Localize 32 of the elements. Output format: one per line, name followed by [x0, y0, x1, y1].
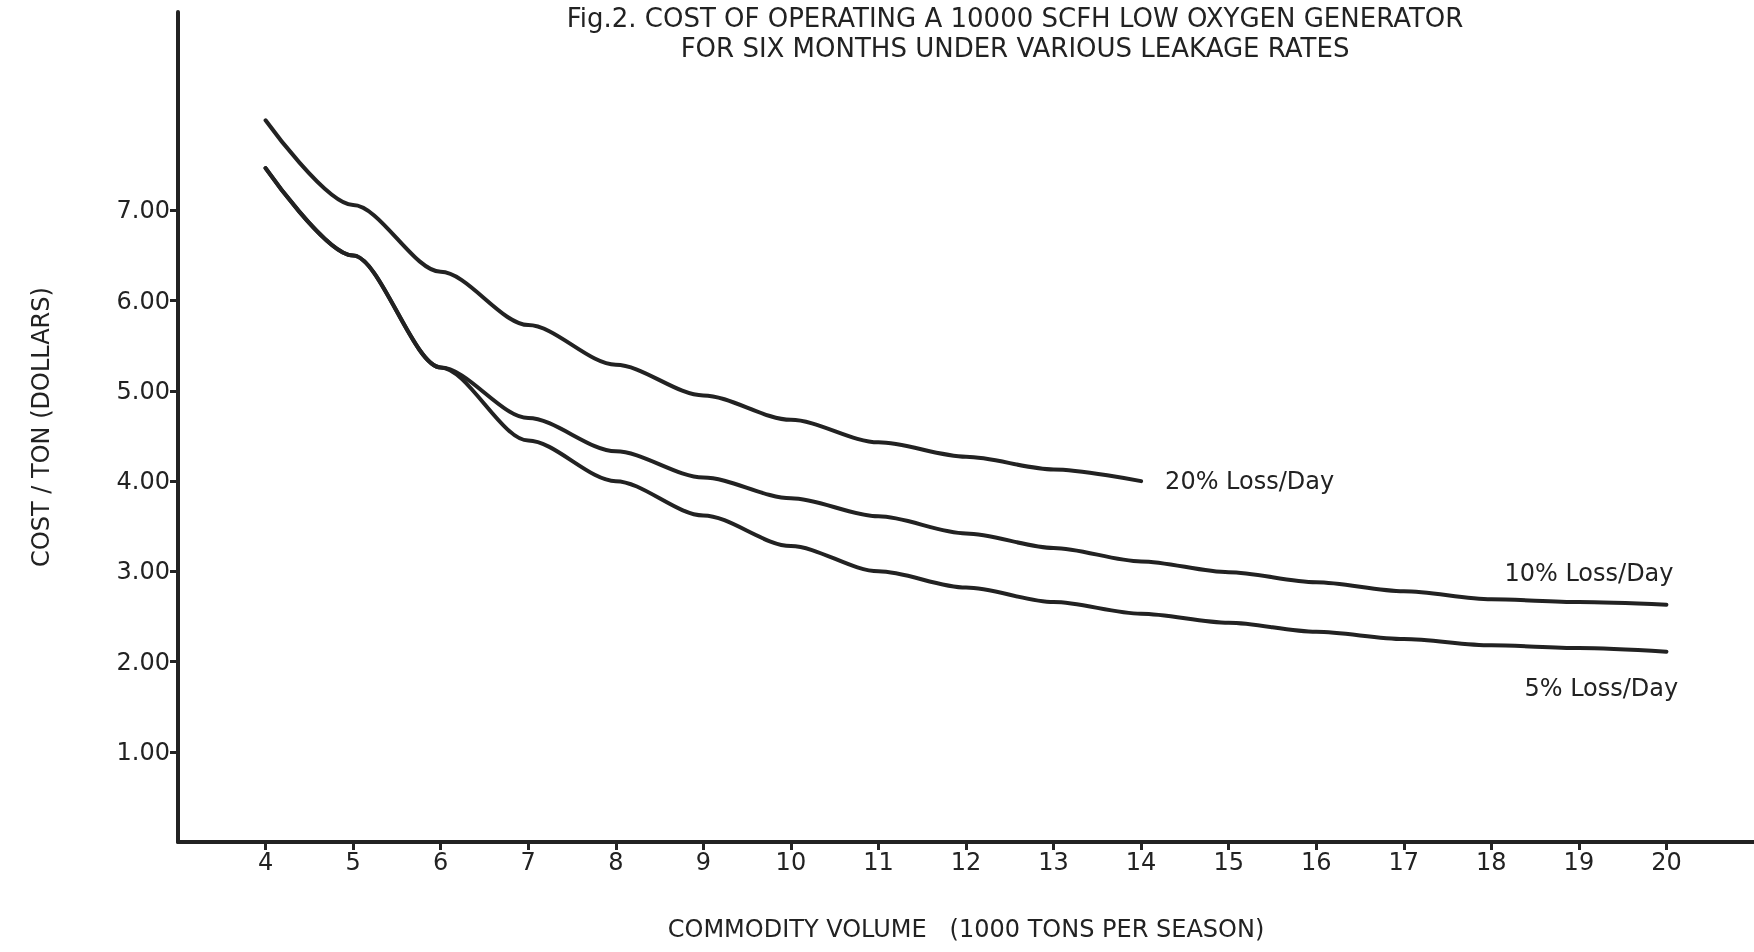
y-tick-label: 3.00 [116, 557, 170, 586]
x-tick-label: 20 [1651, 848, 1682, 876]
text: FOR SIX MONTHS UNDER VARIOUS LEAKAGE RATES [680, 33, 1350, 63]
line-series [263, 118, 1144, 484]
x-tick-label: 16 [1300, 848, 1332, 876]
series-label: 20% Loss/Day [1165, 467, 1335, 496]
x-tick-label: 6 [433, 848, 449, 876]
y-tick-label: 7.00 [116, 196, 170, 225]
series-label: 5% Loss/Day [1524, 673, 1679, 702]
x-tick-label: 14 [1125, 848, 1157, 876]
x-tick-label: 4 [257, 848, 274, 876]
x-tick-label: 12 [950, 848, 982, 876]
x-axis-title: COMMODITY VOLUME (1000 TONS PER SEASON) [667, 915, 1265, 943]
x-tick-label: 11 [863, 848, 894, 876]
chart-title: Fig.2. COST OF OPERATING A 10000 SCFH LOW OXYGEN GENERATOR [566, 3, 1464, 33]
series-label: 10% Loss/Day [1504, 558, 1674, 587]
y-tick-label: 2.00 [116, 647, 170, 676]
x-tick-label: 17 [1388, 848, 1420, 876]
x-tick-label: 8 [608, 848, 624, 876]
x-tick-label: 7 [520, 848, 536, 876]
x-tick-label: 5 [345, 848, 361, 876]
y-tick-label: 5.00 [116, 376, 170, 405]
x-tick-label: 18 [1476, 848, 1507, 876]
y-tick-label: 1.00 [116, 737, 170, 766]
x-tick-label: 15 [1213, 848, 1244, 876]
x-tick-label: 10 [775, 848, 807, 876]
y-axis-title: COST / TON (DOLLARS) [27, 287, 55, 567]
y-tick-label: 4.00 [116, 467, 170, 496]
x-tick-label: 19 [1563, 848, 1595, 876]
x-tick-label: 13 [1038, 848, 1069, 876]
x-tick-label: 9 [695, 848, 711, 876]
y-tick-label: 6.00 [116, 286, 170, 315]
